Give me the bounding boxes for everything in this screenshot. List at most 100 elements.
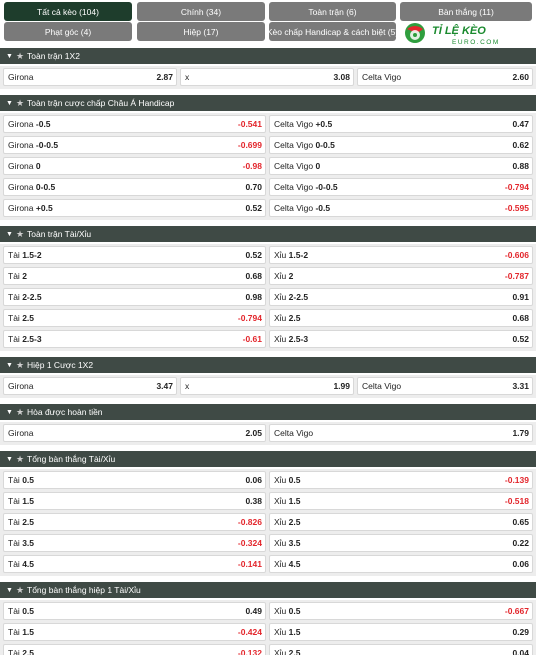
selection-label: Girona 0 bbox=[8, 161, 41, 171]
odds-cell[interactable]: Xỉu 2-2.5 0.91 bbox=[269, 288, 533, 306]
odds-cell[interactable]: Xỉu 0.5 -0.139 bbox=[269, 471, 533, 489]
section-header[interactable]: ▼ ★ Toàn trận 1X2 bbox=[0, 48, 536, 64]
odds-cell[interactable]: Celta Vigo -0.5 -0.595 bbox=[269, 199, 533, 217]
odds-cell[interactable]: Celta Vigo 2.60 bbox=[357, 68, 533, 86]
selection-label: Xỉu 2.5 bbox=[274, 517, 301, 527]
odds-cell[interactable]: x 1.99 bbox=[180, 377, 354, 395]
selection-name: Xỉu bbox=[274, 606, 287, 616]
odds-cell[interactable]: Tài 2.5 -0.132 bbox=[3, 644, 266, 655]
section-header[interactable]: ▼ ★ Tổng bàn thắng hiệp 1 Tài/Xỉu bbox=[0, 582, 536, 598]
odds-cell[interactable]: Celta Vigo 1.79 bbox=[269, 424, 533, 442]
odds-cell[interactable]: Xỉu 2 -0.787 bbox=[269, 267, 533, 285]
odds-cell[interactable]: Tài 1.5-2 0.52 bbox=[3, 246, 266, 264]
odds-cell[interactable]: Xỉu 2.5 0.04 bbox=[269, 644, 533, 655]
selection-label: Xỉu 2.5 bbox=[274, 648, 301, 655]
section-header[interactable]: ▼ ★ Hiệp 1 Cược 1X2 bbox=[0, 357, 536, 373]
chevron-down-icon[interactable]: ▼ bbox=[6, 230, 13, 238]
odds-cell[interactable]: Xỉu 1.5 0.29 bbox=[269, 623, 533, 641]
odds-cell[interactable]: Xỉu 2.5-3 0.52 bbox=[269, 330, 533, 348]
handicap-line: 2.5-3 bbox=[22, 334, 42, 344]
selection-label: Celta Vigo 0-0.5 bbox=[274, 140, 335, 150]
selection-name: Celta Vigo bbox=[274, 119, 314, 129]
odds-cell[interactable]: Tài 3.5 -0.324 bbox=[3, 534, 266, 552]
star-icon[interactable]: ★ bbox=[16, 406, 25, 417]
odds-cell[interactable]: Celta Vigo 0-0.5 0.62 bbox=[269, 136, 533, 154]
odds-cell[interactable]: Tài 2.5-3 -0.61 bbox=[3, 330, 266, 348]
chevron-down-icon[interactable]: ▼ bbox=[6, 455, 13, 463]
section-header[interactable]: ▼ ★ Tổng bàn thắng Tài/Xỉu bbox=[0, 451, 536, 467]
odds-cell[interactable]: Tài 2-2.5 0.98 bbox=[3, 288, 266, 306]
tab-1[interactable]: Chính (34) bbox=[137, 2, 265, 21]
handicap-line: 2 bbox=[22, 271, 27, 281]
odds-cell[interactable]: Girona 3.47 bbox=[3, 377, 177, 395]
odds-value: 0.04 bbox=[512, 648, 529, 655]
section-title: Hòa được hoàn tiền bbox=[27, 407, 103, 417]
selection-name: Xỉu bbox=[274, 648, 287, 655]
chevron-down-icon[interactable]: ▼ bbox=[6, 586, 13, 594]
chevron-down-icon[interactable]: ▼ bbox=[6, 99, 13, 107]
selection-name: Tài bbox=[8, 627, 20, 637]
odds-cell[interactable]: Tài 0.5 0.49 bbox=[3, 602, 266, 620]
star-icon[interactable]: ★ bbox=[16, 584, 25, 595]
odds-cell[interactable]: Girona 0 -0.98 bbox=[3, 157, 266, 175]
chevron-down-icon[interactable]: ▼ bbox=[6, 52, 13, 60]
odds-cell[interactable]: Girona -0-0.5 -0.699 bbox=[3, 136, 266, 154]
odds-cell[interactable]: Celta Vigo -0-0.5 -0.794 bbox=[269, 178, 533, 196]
odds-cell[interactable]: Tài 1.5 -0.424 bbox=[3, 623, 266, 641]
odds-cell[interactable]: Xỉu 3.5 0.22 bbox=[269, 534, 533, 552]
odds-cell[interactable]: Tài 2.5 -0.826 bbox=[3, 513, 266, 531]
tab-2[interactable]: Toàn trận (6) bbox=[269, 2, 396, 21]
selection-label: Girona bbox=[8, 72, 34, 82]
odds-cell[interactable]: Girona 2.05 bbox=[3, 424, 266, 442]
odds-cell[interactable]: Tài 4.5 -0.141 bbox=[3, 555, 266, 573]
odds-cell[interactable]: Tài 1.5 0.38 bbox=[3, 492, 266, 510]
odds-cell[interactable]: Girona -0.5 -0.541 bbox=[3, 115, 266, 133]
star-icon[interactable]: ★ bbox=[16, 453, 25, 464]
selection-name: Tài bbox=[8, 538, 20, 548]
star-icon[interactable]: ★ bbox=[16, 228, 25, 239]
selection-name: Girona bbox=[8, 203, 34, 213]
table-row: Girona 0 -0.98 Celta Vigo 0 0.88 bbox=[0, 157, 536, 175]
odds-cell[interactable]: Xỉu 1.5 -0.518 bbox=[269, 492, 533, 510]
handicap-line: 0 bbox=[35, 161, 41, 171]
tab-5[interactable]: Hiệp (17) bbox=[137, 22, 265, 41]
section-header[interactable]: ▼ ★ Toàn trận cược chấp Châu Á Handicap bbox=[0, 95, 536, 111]
star-icon[interactable]: ★ bbox=[16, 97, 25, 108]
handicap-line: 1.5-2 bbox=[288, 250, 309, 260]
odds-cell[interactable]: Girona 2.87 bbox=[3, 68, 177, 86]
tab-3[interactable]: Bàn thắng (11) bbox=[400, 2, 532, 21]
selection-name: Celta Vigo bbox=[274, 182, 314, 192]
odds-value: -0.141 bbox=[237, 559, 262, 569]
odds-cell[interactable]: Celta Vigo 3.31 bbox=[357, 377, 533, 395]
odds-cell[interactable]: Xỉu 1.5-2 -0.606 bbox=[269, 246, 533, 264]
odds-cell[interactable]: x 3.08 bbox=[180, 68, 354, 86]
selection-label: Girona +0.5 bbox=[8, 203, 53, 213]
table-row: Tài 2 0.68 Xỉu 2 -0.787 bbox=[0, 267, 536, 285]
odds-cell[interactable]: Xỉu 4.5 0.06 bbox=[269, 555, 533, 573]
chevron-down-icon[interactable]: ▼ bbox=[6, 361, 13, 369]
tab-0[interactable]: Tất cả kèo (104) bbox=[4, 2, 132, 21]
selection-name: Tài bbox=[8, 334, 20, 344]
chevron-down-icon[interactable]: ▼ bbox=[6, 408, 13, 416]
odds-cell[interactable]: Celta Vigo +0.5 0.47 bbox=[269, 115, 533, 133]
odds-cell[interactable]: Xỉu 2.5 0.68 bbox=[269, 309, 533, 327]
section-header[interactable]: ▼ ★ Toàn trận Tài/Xỉu bbox=[0, 226, 536, 242]
odds-cell[interactable]: Xỉu 0.5 -0.667 bbox=[269, 602, 533, 620]
odds-value: 2.05 bbox=[245, 428, 262, 438]
tab-6[interactable]: Kèo chấp Handicap & cách biệt (5) bbox=[269, 22, 396, 41]
odds-cell[interactable]: Tài 0.5 0.06 bbox=[3, 471, 266, 489]
odds-cell[interactable]: Girona +0.5 0.52 bbox=[3, 199, 266, 217]
selection-name: Xỉu bbox=[274, 271, 287, 281]
star-icon[interactable]: ★ bbox=[16, 359, 25, 370]
odds-value: 0.65 bbox=[512, 517, 529, 527]
odds-cell[interactable]: Xỉu 2.5 0.65 bbox=[269, 513, 533, 531]
odds-cell[interactable]: Tài 2 0.68 bbox=[3, 267, 266, 285]
odds-cell[interactable]: Celta Vigo 0 0.88 bbox=[269, 157, 533, 175]
odds-cell[interactable]: Tài 2.5 -0.794 bbox=[3, 309, 266, 327]
star-icon[interactable]: ★ bbox=[16, 50, 25, 61]
handicap-line: 0-0.5 bbox=[315, 140, 335, 150]
tab-4[interactable]: Phạt góc (4) bbox=[4, 22, 132, 41]
section-header[interactable]: ▼ ★ Hòa được hoàn tiền bbox=[0, 404, 536, 420]
odds-cell[interactable]: Girona 0-0.5 0.70 bbox=[3, 178, 266, 196]
selection-label: Celta Vigo bbox=[362, 381, 401, 391]
